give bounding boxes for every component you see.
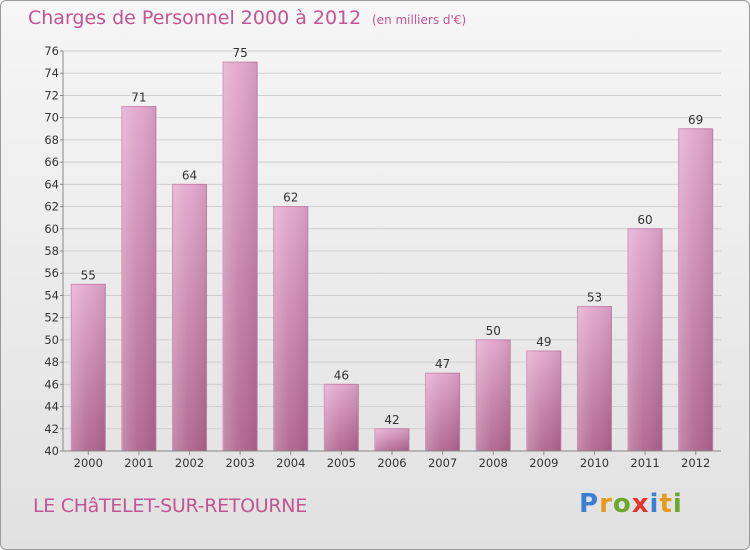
y-tick-label: 74 — [44, 66, 59, 80]
data-label: 42 — [384, 413, 399, 427]
bar-highlight — [577, 306, 612, 451]
logo-letter: r — [599, 489, 613, 519]
x-tick-label: 2002 — [175, 456, 204, 470]
data-label: 64 — [182, 168, 197, 182]
logo-letter: o — [612, 489, 632, 519]
logo-letter: t — [659, 489, 673, 519]
bar-highlight — [628, 228, 663, 451]
bars: 55 71 64 75 62 46 42 47 50 49 53 60 69 — [70, 46, 714, 452]
x-tick-label: 2004 — [276, 456, 305, 470]
x-tick-label: 2009 — [529, 456, 558, 470]
bar-highlight — [526, 351, 561, 451]
y-tick-label: 62 — [44, 200, 59, 214]
x-tick-label: 2012 — [681, 456, 710, 470]
bar-highlight — [476, 339, 511, 451]
y-tick-label: 44 — [44, 400, 59, 414]
logo-letter: i — [672, 489, 683, 519]
logo-letter: P — [579, 489, 600, 519]
bar-highlight — [425, 373, 460, 451]
y-tick-label: 58 — [44, 244, 59, 258]
x-tick-label: 2000 — [74, 456, 103, 470]
y-tick-label: 64 — [44, 177, 59, 191]
y-tick-label: 48 — [44, 355, 59, 369]
grid-lines — [63, 50, 721, 452]
chart-subtitle: (en milliers d'€) — [372, 13, 467, 27]
data-label: 75 — [233, 46, 248, 60]
data-label: 55 — [81, 268, 96, 282]
x-tick-label: 2011 — [630, 456, 659, 470]
x-tick-label: 2008 — [479, 456, 508, 470]
data-label: 46 — [334, 368, 349, 382]
logo-letter: i — [649, 489, 660, 519]
data-label: 47 — [435, 357, 450, 371]
y-tick-label: 70 — [44, 111, 59, 125]
y-tick-label: 60 — [44, 222, 59, 236]
y-tick-label: 40 — [44, 444, 59, 458]
y-tick-label: 50 — [44, 333, 59, 347]
data-label: 49 — [536, 335, 551, 349]
y-tick-label: 72 — [44, 88, 59, 102]
data-label: 71 — [131, 91, 146, 105]
bar-highlight — [71, 284, 106, 451]
y-tick-label: 68 — [44, 133, 59, 147]
commune-name: LE CHâTELET-SUR-RETOURNE — [33, 495, 307, 517]
data-label: 69 — [688, 113, 703, 127]
chart-title: Charges de Personnel 2000 à 2012 — [28, 7, 362, 29]
x-tick-label: 2001 — [124, 456, 153, 470]
bar-highlight — [273, 206, 308, 451]
y-tick-label: 52 — [44, 311, 59, 325]
y-tick-label: 56 — [44, 266, 59, 280]
data-label: 62 — [283, 191, 298, 205]
y-tick-label: 66 — [44, 155, 59, 169]
bar-highlight — [223, 62, 258, 451]
proxiti-logo[interactable]: Proxiti — [579, 489, 683, 519]
data-label: 60 — [637, 213, 652, 227]
y-tick-label: 76 — [44, 44, 59, 58]
bar-highlight — [375, 428, 409, 451]
data-label: 53 — [587, 291, 602, 305]
bar-highlight — [324, 384, 359, 451]
x-tick-label: 2003 — [226, 456, 255, 470]
y-tick-label: 42 — [44, 422, 59, 436]
axes: 40 42 44 46 48 50 52 54 56 58 60 62 64 66 68 70 72 74 76 20… — [44, 44, 721, 470]
x-tick-label: 2005 — [327, 456, 356, 470]
bar-highlight — [678, 128, 713, 451]
y-tick-label: 46 — [44, 377, 59, 391]
data-label: 50 — [486, 324, 501, 338]
y-tick-label: 54 — [44, 288, 59, 302]
bar-highlight — [121, 106, 156, 452]
x-tick-label: 2007 — [428, 456, 457, 470]
x-tick-label: 2006 — [377, 456, 406, 470]
x-tick-label: 2010 — [580, 456, 609, 470]
bar-highlight — [172, 184, 207, 452]
logo-letter: x — [631, 489, 650, 519]
